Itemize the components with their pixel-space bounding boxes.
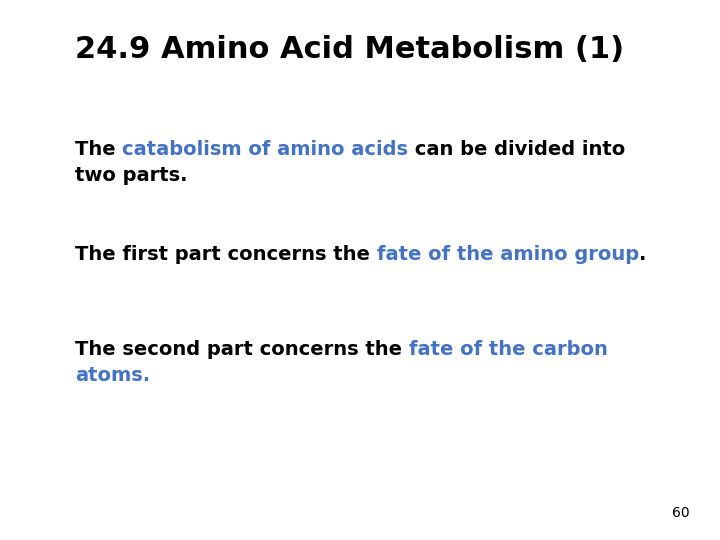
Text: 24.9 Amino Acid Metabolism (1): 24.9 Amino Acid Metabolism (1) (75, 35, 624, 64)
Text: The first part concerns the: The first part concerns the (75, 245, 377, 264)
Text: The second part concerns the: The second part concerns the (75, 340, 409, 359)
Text: .: . (639, 245, 646, 264)
Text: fate of the amino group: fate of the amino group (377, 245, 639, 264)
Text: atoms.: atoms. (75, 366, 150, 385)
Text: two parts.: two parts. (75, 166, 187, 185)
Text: fate of the carbon: fate of the carbon (409, 340, 608, 359)
Text: catabolism of amino acids: catabolism of amino acids (122, 140, 408, 159)
Text: can be divided into: can be divided into (408, 140, 626, 159)
Text: The: The (75, 140, 122, 159)
Text: 60: 60 (672, 506, 690, 520)
